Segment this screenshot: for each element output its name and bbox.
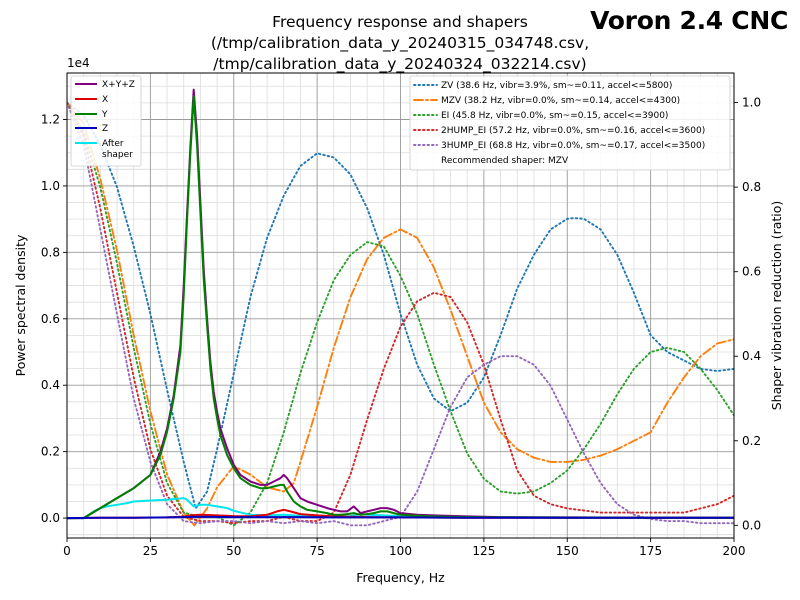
x-tick-label: 150	[556, 544, 579, 558]
x-tick-label: 25	[143, 544, 158, 558]
x-tick-label: 50	[226, 544, 241, 558]
y2-tick-label: 0.4	[742, 349, 761, 363]
psd-legend-label-4: After	[102, 139, 124, 149]
y2-tick-label: 0.0	[742, 518, 761, 532]
x-tick-label: 125	[472, 544, 495, 558]
y-tick-label: 1.0	[41, 179, 60, 193]
chart-title-line-1: Frequency response and shapers	[272, 13, 528, 31]
shaper-legend-label-4: 3HUMP_EI (68.8 Hz, vibr=0.0%, sm~=0.17, …	[441, 141, 705, 151]
shaper-line-2	[67, 101, 734, 527]
recommended-shaper-label: Recommended shaper: MZV	[441, 156, 569, 166]
psd-line-2	[67, 95, 734, 520]
psd-legend-label-3: Z	[102, 124, 108, 134]
x-axis-label: Frequency, Hz	[356, 570, 445, 585]
chart-title-line-3: /tmp/calibration_data_y_20240324_032214.…	[213, 55, 587, 73]
brand-label: Voron 2.4 CNC	[590, 6, 788, 35]
y2-tick-label: 1.0	[742, 96, 761, 110]
y-scale-label: 1e4	[67, 56, 90, 70]
y-tick-label: 1.2	[41, 113, 60, 127]
shaper-legend-label-1: MZV (38.2 Hz, vibr=0.0%, sm~=0.14, accel…	[441, 96, 680, 106]
y2-tick-label: 0.2	[742, 434, 761, 448]
shaper-curves	[67, 101, 734, 527]
psd-legend-label-2: Y	[101, 110, 108, 120]
shaper-legend-label-2: EI (45.8 Hz, vibr=0.0%, sm~=0.15, accel<…	[441, 111, 668, 121]
shaper-legend-label-3: 2HUMP_EI (57.2 Hz, vibr=0.0%, sm~=0.16, …	[441, 126, 705, 136]
shaper-line-3	[67, 101, 734, 525]
psd-legend-label-1: X	[102, 95, 108, 105]
x-tick-label: 175	[639, 544, 662, 558]
x-tick-label: 100	[389, 544, 412, 558]
shaper-legend: ZV (38.6 Hz, vibr=3.9%, sm~=0.11, accel<…	[409, 75, 731, 171]
y-tick-label: 0.8	[41, 245, 60, 259]
shaper-legend-label-0: ZV (38.6 Hz, vibr=3.9%, sm~=0.11, accel<…	[441, 81, 672, 91]
y-tick-label: 0.4	[41, 378, 60, 392]
psd-legend-label-4: shaper	[102, 150, 133, 160]
psd-line-4	[67, 497, 734, 520]
x-tick-label: 0	[63, 544, 71, 558]
psd-line-3	[67, 515, 734, 520]
y-tick-label: 0.6	[41, 312, 60, 326]
y-tick-label: 0.2	[41, 445, 60, 459]
chart-title-line-2: (/tmp/calibration_data_y_20240315_034748…	[210, 34, 590, 52]
y-axis-label: Power spectral density	[13, 234, 28, 376]
x-tick-label: 75	[309, 544, 324, 558]
psd-curves	[67, 88, 734, 520]
y2-tick-label: 0.6	[742, 265, 761, 279]
y-tick-label: 0.0	[41, 511, 60, 525]
psd-legend-label-0: X+Y+Z	[102, 80, 135, 90]
shaper-legend-box	[409, 75, 731, 171]
shaper-line-0	[67, 101, 734, 511]
y2-axis-label: Shaper vibration reduction (ratio)	[769, 201, 784, 411]
x-tick-label: 200	[723, 544, 746, 558]
chart-title: Frequency response and shapers (/tmp/cal…	[0, 12, 800, 75]
y2-tick-label: 0.8	[742, 180, 761, 194]
